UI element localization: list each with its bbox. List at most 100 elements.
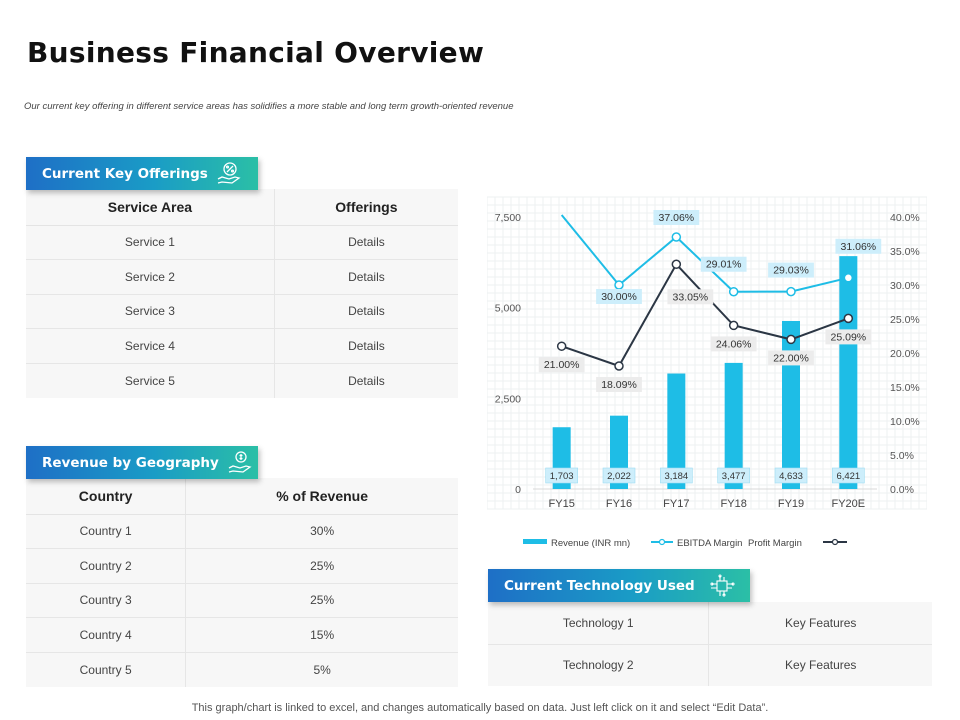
table-cell: 25% <box>185 548 458 583</box>
profit-margin-marker <box>843 313 854 324</box>
geography-header: Revenue by Geography <box>26 446 258 479</box>
y-left-tick-label: 5,000 <box>495 303 521 315</box>
table-row: Country 1 30% <box>26 513 458 549</box>
revenue-bar <box>839 256 858 489</box>
profit-margin-marker <box>556 341 567 351</box>
table-row: Country 4 15% <box>26 617 458 652</box>
ebitda-margin-marker <box>614 280 624 290</box>
bar-data-label: 3,184 <box>664 471 688 482</box>
profit-margin-label: 18.09% <box>601 379 637 391</box>
table-cell: Details <box>273 224 458 260</box>
table-row: Country 5 5% <box>26 651 458 687</box>
x-tick-label: FY20E <box>832 498 866 510</box>
profit-margin-marker <box>671 259 682 270</box>
bar-data-label-box <box>545 467 578 484</box>
table-cell: Country 5 <box>26 651 186 687</box>
bar-data-label-box <box>660 467 693 484</box>
ebitda-margin-label: 29.03% <box>773 265 809 277</box>
table-cell: Country 4 <box>26 617 186 652</box>
table-cell: Details <box>273 362 458 398</box>
bar-data-label: 4,633 <box>779 471 803 482</box>
y-right-tick-label: 30.0% <box>890 280 920 292</box>
table-cell: Service 5 <box>26 362 275 398</box>
table-row: Service 2 Details <box>26 259 458 294</box>
revenue-bar <box>782 320 800 489</box>
ebitda-margin-label: 37.06% <box>659 212 695 224</box>
footnote: This graph/chart is linked to excel, and… <box>191 702 769 714</box>
legend-marker-profit <box>831 538 839 546</box>
offerings-col-header: Service Area <box>26 189 275 226</box>
table-cell: 5% <box>185 651 458 687</box>
table-row: Service 5 Details <box>26 362 458 398</box>
bar-data-label: 6,421 <box>836 471 860 482</box>
legend-marker-ebitda <box>658 538 666 546</box>
table-cell: Details <box>273 259 458 294</box>
circuit-icon <box>709 573 735 598</box>
table-row: Technology 2 Key Features <box>488 643 932 686</box>
chart-svg[interactable]: 0 2,500 5,000 7,500 0.0% 5.0% 10.0% 15.0% 20.0% 2… <box>486 191 928 559</box>
bar-data-label-box <box>774 467 808 484</box>
table-cell: 15% <box>185 617 458 652</box>
table-row: Service 1 Details <box>26 224 458 260</box>
x-tick-label: FY17 <box>663 498 689 510</box>
table-cell: Details <box>273 293 458 329</box>
table-cell: Key Features <box>708 602 932 644</box>
x-tick-label: FY15 <box>549 498 575 510</box>
profit-margin-label-box <box>768 350 814 366</box>
profit-margin-label: 21.00% <box>544 359 580 371</box>
ebitda-margin-label-box <box>596 289 642 304</box>
profit-margin-label: 24.06% <box>716 338 752 350</box>
y-left-tick-label: 0 <box>515 484 521 496</box>
table-cell: Technology 1 <box>562 615 634 630</box>
percent-hand-icon <box>216 161 242 186</box>
bar-data-label: 1,703 <box>550 471 574 482</box>
geography-table: Country % of Revenue Country 1 30% Countr… <box>26 478 458 687</box>
bar-data-label-box <box>832 467 865 484</box>
bar-data-label-box <box>602 467 636 484</box>
profit-margin-label-box <box>825 329 872 345</box>
technology-header: Current Technology Used <box>488 569 750 602</box>
ebitda-margin-marker <box>671 232 682 242</box>
table-row: Country 2 25% <box>26 548 458 583</box>
ebitda-margin-marker <box>728 286 739 297</box>
x-tick-label: FY16 <box>606 498 632 510</box>
legend-label-revenue: Revenue (INR mn) <box>551 538 630 549</box>
profit-margin-marker <box>786 334 796 345</box>
profit-margin-marker <box>614 361 624 371</box>
profit-margin-label-box <box>710 336 757 352</box>
ebitda-margin-marker <box>843 273 854 283</box>
y-right-tick-label: 25.0% <box>890 314 920 326</box>
profit-margin-label: 25.09% <box>831 331 867 343</box>
financial-chart[interactable]: 0 2,500 5,000 7,500 0.0% 5.0% 10.0% 15.0% 20.0% 2… <box>486 191 928 559</box>
ebitda-margin-label-box <box>653 209 700 225</box>
table-cell: 25% <box>185 582 458 618</box>
table-cell: Service 1 <box>26 224 275 260</box>
y-right-tick-label: 40.0% <box>890 212 920 224</box>
revenue-bar <box>667 373 686 489</box>
geography-col-header: Country <box>26 478 186 515</box>
money-hand-icon <box>227 450 253 475</box>
ebitda-margin-label: 30.00% <box>601 291 637 303</box>
table-row: Country 3 25% <box>26 582 458 618</box>
table-cell: Service 3 <box>26 293 275 329</box>
technology-table: Technology 1 Key Features Technology 2 Key… <box>488 602 932 686</box>
y-right-tick-label: 0.0% <box>890 484 914 496</box>
table-cell: Technology 2 <box>488 643 709 686</box>
table-cell: Country 2 <box>26 548 186 583</box>
offerings-header-label: Current Key Offerings <box>42 165 208 182</box>
y-right-tick-label: 10.0% <box>890 416 920 428</box>
profit-margin-label-box <box>538 357 585 373</box>
profit-margin-label-box <box>667 289 714 305</box>
table-cell: Country 3 <box>26 582 186 618</box>
ebitda-margin-label: 29.01% <box>706 259 742 271</box>
y-left-tick-label: 7,500 <box>495 212 521 224</box>
legend-label-profit: Profit Margin <box>748 538 802 549</box>
y-right-tick-label: 20.0% <box>890 348 920 360</box>
ebitda-margin-marker <box>786 286 796 297</box>
ebitda-margin-label: 31.06% <box>841 241 877 253</box>
table-cell: 30% <box>185 513 458 549</box>
table-cell: Key Features <box>708 643 932 686</box>
y-right-tick-label: 35.0% <box>890 246 920 258</box>
y-right-tick-label: 15.0% <box>890 382 920 394</box>
profit-margin-label: 33.05% <box>673 291 709 303</box>
